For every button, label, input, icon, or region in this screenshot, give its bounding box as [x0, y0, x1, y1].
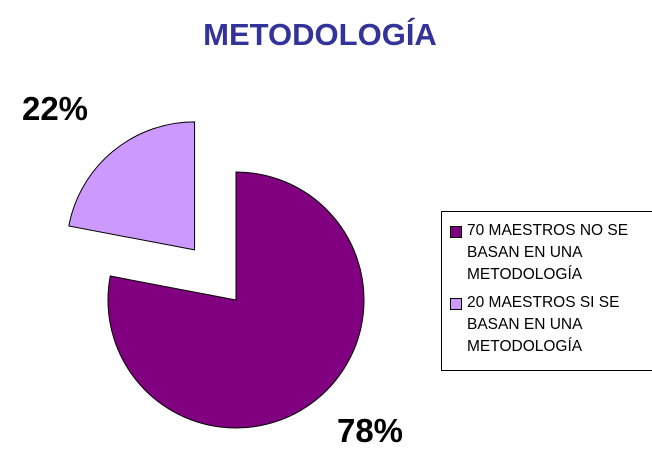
data-label: 78% [337, 412, 403, 449]
pie-slice [107, 171, 365, 429]
legend-label: 20 MAESTROS SI SE BASAN EN UNA METODOLOG… [467, 294, 620, 355]
legend-label: 70 MAESTROS NO SE BASAN EN UNA METODOLOG… [467, 222, 629, 283]
legend-swatch [450, 226, 462, 238]
pie-slice [68, 121, 196, 251]
data-label: 22% [22, 90, 88, 127]
legend-item: 70 MAESTROS NO SE BASAN EN UNA METODOLOG… [450, 220, 644, 286]
legend-swatch [450, 298, 462, 310]
legend: 70 MAESTROS NO SE BASAN EN UNA METODOLOG… [441, 211, 652, 371]
chart-title: METODOLOGÍA [203, 17, 437, 52]
legend-item: 20 MAESTROS SI SE BASAN EN UNA METODOLOG… [450, 292, 644, 358]
